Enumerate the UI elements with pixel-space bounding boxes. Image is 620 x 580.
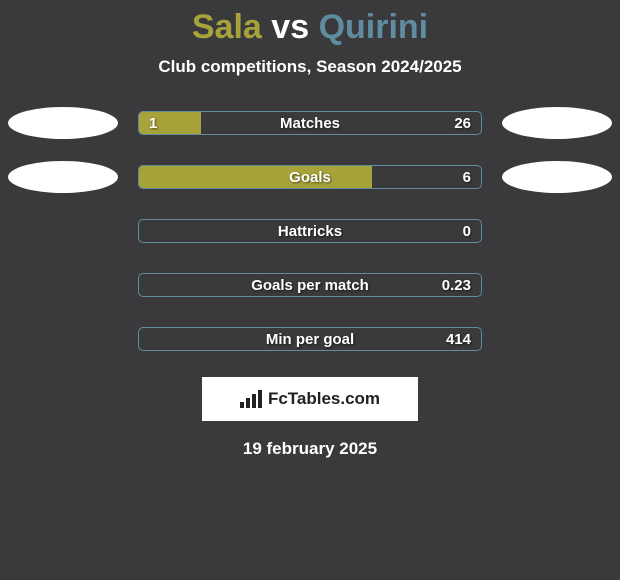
stat-label: Goals [139, 166, 481, 188]
player1-marker [8, 107, 118, 139]
player1-value [139, 274, 159, 296]
stat-label: Goals per match [139, 274, 481, 296]
player1-marker [8, 215, 118, 247]
stat-row: Hattricks0 [0, 215, 620, 247]
vs-text: vs [271, 8, 309, 46]
page-title: Sala vs Quirini [0, 8, 620, 47]
stat-bar: Min per goal414 [138, 327, 482, 351]
player1-value: 1 [139, 112, 167, 134]
player1-marker [8, 269, 118, 301]
player2-value: 414 [436, 328, 481, 350]
comparison-card: Sala vs Quirini Club competitions, Seaso… [0, 0, 620, 459]
footer-logo-text: FcTables.com [268, 389, 380, 409]
stat-row: Matches1 26 [0, 107, 620, 139]
player1-value [139, 166, 159, 188]
player2-name: Quirini [319, 8, 429, 46]
player2-marker [502, 215, 612, 247]
player1-value [139, 220, 159, 242]
stat-bar: Hattricks0 [138, 219, 482, 243]
player2-marker [502, 161, 612, 193]
footer-logo: FcTables.com [202, 377, 418, 421]
player2-value: 0 [453, 220, 481, 242]
player2-marker [502, 107, 612, 139]
player2-marker [502, 323, 612, 355]
footer-date: 19 february 2025 [0, 439, 620, 459]
player1-marker [8, 323, 118, 355]
player2-value: 6 [453, 166, 481, 188]
player1-value [139, 328, 159, 350]
player2-marker [502, 269, 612, 301]
stat-label: Min per goal [139, 328, 481, 350]
stat-row: Min per goal414 [0, 323, 620, 355]
chart-icon [240, 390, 262, 408]
stat-rows: Matches1 26 Goals6 Hattricks0 Goals per matc… [0, 107, 620, 355]
player1-name: Sala [192, 8, 262, 46]
stat-row: Goals6 [0, 161, 620, 193]
stat-row: Goals per match0.23 [0, 269, 620, 301]
player1-marker [8, 161, 118, 193]
player2-value: 0.23 [432, 274, 481, 296]
stat-bar: Goals6 [138, 165, 482, 189]
stat-label: Hattricks [139, 220, 481, 242]
stat-bar: Matches1 26 [138, 111, 482, 135]
subtitle: Club competitions, Season 2024/2025 [0, 57, 620, 77]
player2-value: 26 [444, 112, 481, 134]
stat-label: Matches [139, 112, 481, 134]
stat-bar: Goals per match0.23 [138, 273, 482, 297]
